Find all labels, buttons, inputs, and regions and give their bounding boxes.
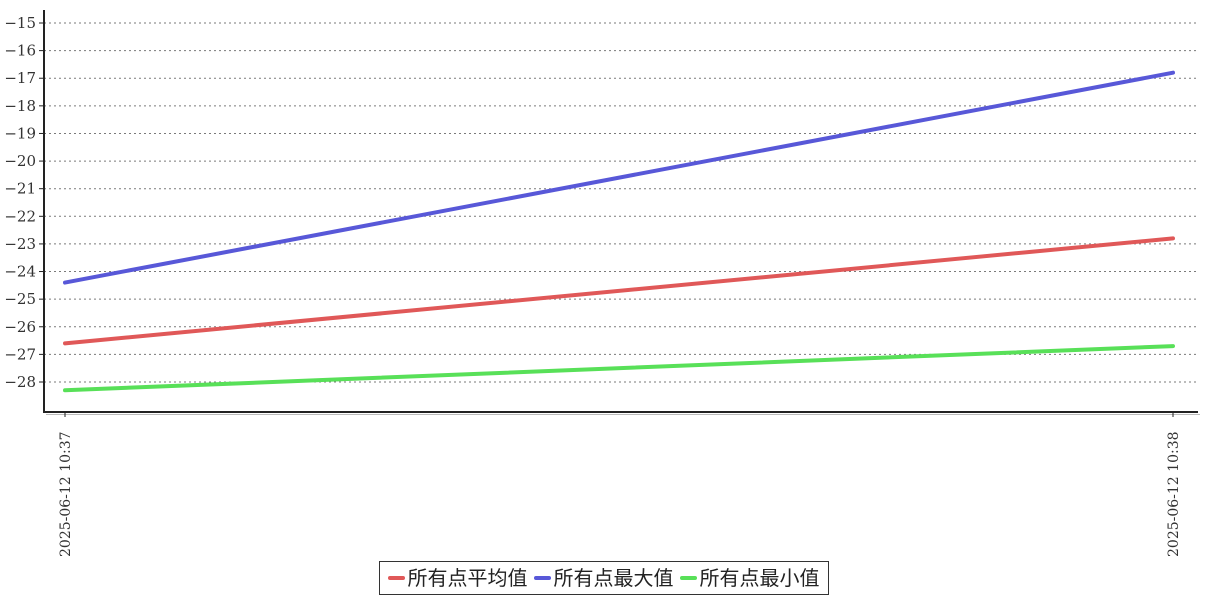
y-tick-label: −23 bbox=[4, 235, 36, 253]
legend-item-average: 所有点平均值 bbox=[387, 565, 528, 591]
legend-item-max: 所有点最大值 bbox=[528, 565, 674, 591]
legend-line-marker-average bbox=[387, 576, 405, 580]
legend-label-average: 所有点平均值 bbox=[407, 566, 528, 590]
y-tick-label: −19 bbox=[4, 124, 36, 142]
legend: 所有点平均值 所有点最大值 所有点最小值 bbox=[378, 561, 829, 595]
series-lines bbox=[63, 70, 1175, 393]
series-line-1 bbox=[63, 70, 1175, 285]
y-tick-label: −18 bbox=[4, 97, 36, 115]
y-tick-label: −24 bbox=[4, 263, 36, 281]
legend-line-marker-min bbox=[679, 576, 697, 580]
legend-label-min: 所有点最小值 bbox=[699, 566, 820, 590]
x-axis-tick-labels: 2025-06-12 10:37 2025-06-12 10:38 bbox=[58, 431, 1182, 557]
y-tick-label: −15 bbox=[4, 14, 36, 32]
series-line-2 bbox=[63, 344, 1175, 393]
y-tick-label: −25 bbox=[4, 290, 36, 308]
axes bbox=[39, 10, 1200, 417]
y-tick-label: −28 bbox=[4, 373, 36, 391]
series-line-0 bbox=[63, 236, 1175, 346]
y-axis-tick-labels: −15 −16 −17 −18 −19 −20 −21 −22 −23 −24 −25 −26 −27 −… bbox=[4, 14, 36, 391]
y-tick-label: −27 bbox=[4, 345, 36, 363]
y-tick-label: −22 bbox=[4, 207, 36, 225]
x-tick-label: 2025-06-12 10:37 bbox=[58, 431, 74, 557]
y-tick-label: −16 bbox=[4, 42, 36, 60]
legend-item-min: 所有点最小值 bbox=[674, 565, 820, 591]
y-tick-label: −26 bbox=[4, 318, 36, 336]
legend-line-marker-max bbox=[533, 576, 551, 580]
y-tick-label: −21 bbox=[4, 180, 36, 198]
y-tick-label: −17 bbox=[4, 69, 36, 87]
legend-label-max: 所有点最大值 bbox=[553, 566, 674, 590]
x-tick-label: 2025-06-12 10:38 bbox=[1166, 431, 1182, 557]
y-tick-label: −20 bbox=[4, 152, 36, 170]
